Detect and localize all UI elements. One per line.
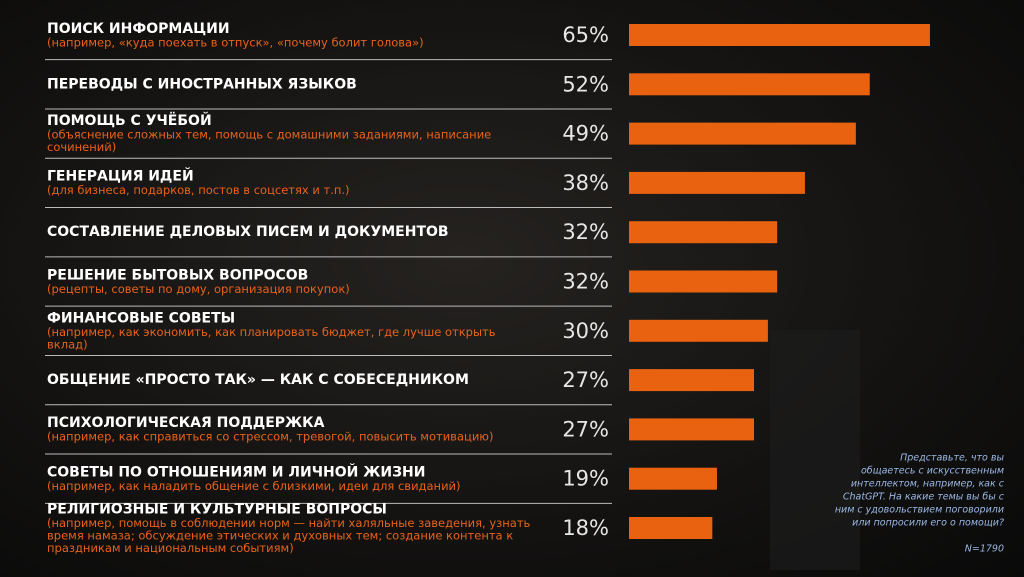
category-title: ГЕНЕРАЦИЯ ИДЕЙ bbox=[47, 168, 194, 185]
category-subtitle: праздникам и национальным событиям) bbox=[47, 541, 294, 555]
question-note: Представьте, что вы bbox=[900, 453, 1004, 464]
bar bbox=[629, 24, 930, 46]
bar bbox=[629, 270, 778, 293]
question-note: ChatGPT. На какие темы вы бы с bbox=[843, 492, 1005, 503]
category-title: РЕЛИГИОЗНЫЕ И КУЛЬТУРНЫЕ ВОПРОСЫ bbox=[47, 501, 387, 517]
question-note: ним с удовольствием поговорили bbox=[835, 505, 1004, 516]
category-title: ПОИСК ИНФОРМАЦИИ bbox=[47, 21, 230, 37]
category-title: ПСИХОЛОГИЧЕСКАЯ ПОДДЕРЖКА bbox=[47, 415, 325, 431]
category-subtitle: (например, как справиться со стрессом, т… bbox=[47, 430, 493, 444]
bar bbox=[629, 467, 717, 490]
value-label: 27% bbox=[562, 368, 609, 392]
category-title: ПОМОЩЬ С УЧЁБОЙ bbox=[47, 112, 212, 129]
bar bbox=[629, 73, 870, 96]
value-label: 52% bbox=[562, 72, 609, 96]
category-subtitle: (например, как наладить общение с близки… bbox=[47, 479, 461, 493]
category-title: ФИНАНСОВЫЕ СОВЕТЫ bbox=[47, 310, 235, 326]
category-subtitle: (объяснение сложных тем, помощь с домашн… bbox=[47, 128, 491, 142]
category-subtitle: время намаза; обсуждение этических и дух… bbox=[47, 528, 513, 542]
question-note: интеллектом, например, как с bbox=[851, 479, 1005, 490]
value-label: 30% bbox=[562, 319, 609, 343]
value-label: 18% bbox=[562, 516, 609, 540]
category-subtitle: вклад) bbox=[47, 337, 88, 351]
category-title: ПЕРЕВОДЫ С ИНОСТРАННЫХ ЯЗЫКОВ bbox=[47, 76, 357, 92]
category-title: СОВЕТЫ ПО ОТНОШЕНИЯМ И ЛИЧНОЙ ЖИЗНИ bbox=[47, 463, 425, 480]
category-subtitle: (рецепты, советы по дому, организация по… bbox=[47, 282, 350, 296]
value-label: 65% bbox=[562, 23, 609, 47]
bar bbox=[629, 319, 768, 342]
category-subtitle: (например, как экономить, как планироват… bbox=[47, 325, 496, 339]
bar bbox=[629, 171, 805, 194]
question-note: или попросили его о помощи? bbox=[852, 518, 1004, 529]
value-label: 32% bbox=[562, 220, 609, 244]
category-subtitle: (например, «куда поехать в отпуск», «поч… bbox=[47, 35, 424, 49]
bar bbox=[629, 517, 713, 539]
category-subtitle: (например, помощь в соблюдении норм — на… bbox=[47, 516, 531, 530]
bar bbox=[629, 418, 755, 441]
category-subtitle: сочинений) bbox=[47, 140, 116, 154]
value-label: 49% bbox=[562, 122, 609, 146]
background-shape bbox=[770, 330, 860, 570]
bar bbox=[629, 122, 856, 145]
value-label: 38% bbox=[562, 171, 609, 195]
value-label: 19% bbox=[562, 467, 609, 491]
value-label: 32% bbox=[562, 270, 609, 294]
category-subtitle: (для бизнеса, подарков, постов в соцсетя… bbox=[47, 183, 350, 197]
bar bbox=[629, 221, 778, 244]
bar bbox=[629, 369, 755, 392]
sample-size: N=1790 bbox=[965, 544, 1004, 555]
question-note: общаетесь с искусственным bbox=[861, 466, 1004, 477]
category-title: РЕШЕНИЕ БЫТОВЫХ ВОПРОСОВ bbox=[47, 267, 308, 283]
value-label: 27% bbox=[562, 417, 609, 441]
category-title: ОБЩЕНИЕ «ПРОСТО ТАК» — КАК С СОБЕСЕДНИКО… bbox=[47, 372, 469, 388]
category-title: СОСТАВЛЕНИЕ ДЕЛОВЫХ ПИСЕМ И ДОКУМЕНТОВ bbox=[47, 224, 449, 240]
